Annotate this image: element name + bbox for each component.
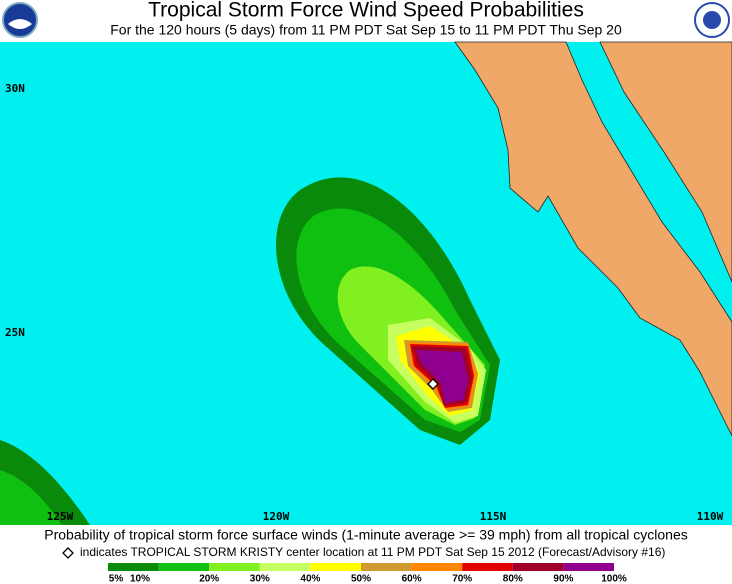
contour-90: [416, 350, 468, 403]
header: Tropical Storm Force Wind Speed Probabil…: [2, 0, 730, 38]
lat-label: 25N: [5, 326, 25, 339]
legend-label: 20%: [199, 574, 219, 584]
title: Tropical Storm Force Wind Speed Probabil…: [148, 0, 584, 22]
lon-label: 120W: [263, 510, 290, 523]
baja-california: [454, 41, 732, 437]
legend-swatch: [462, 563, 513, 571]
mainland-mexico: [599, 41, 732, 283]
footer: Probability of tropical storm force surf…: [44, 527, 688, 559]
legend-label: 70%: [452, 574, 472, 584]
legend-swatch: [209, 563, 260, 571]
lon-label: 125W: [47, 510, 74, 523]
nws-logo-center: [703, 11, 721, 29]
legend-label: 10%: [130, 574, 150, 584]
lon-label: 115N: [480, 510, 507, 523]
subtitle: For the 120 hours (5 days) from 11 PM PD…: [110, 22, 622, 38]
lat-label: 30N: [5, 82, 25, 95]
legend-label: 80%: [503, 574, 523, 584]
legend-swatch: [563, 563, 614, 571]
storm-center-marker: [427, 378, 439, 390]
legend-label: 90%: [553, 574, 573, 584]
legend-swatch: [411, 563, 463, 571]
legend-label: 40%: [300, 574, 320, 584]
legend-label: 60%: [402, 574, 422, 584]
lon-label: 110W: [697, 510, 724, 523]
marker-note: indicates TROPICAL STORM KRISTY center l…: [80, 545, 665, 559]
legend-swatch: [361, 563, 412, 571]
legend-label: 50%: [351, 574, 371, 584]
contour-10: [0, 470, 62, 525]
legend-label: 5%: [109, 574, 124, 584]
noaa-logo-wave: [8, 19, 32, 29]
legend-label: 100%: [601, 574, 627, 584]
legend-swatch: [158, 563, 210, 571]
legend-marker: [62, 547, 74, 559]
map: 30N 25N 125W 120W 115N 110W: [0, 41, 732, 525]
legend-swatch: [108, 563, 159, 571]
legend-label: 30%: [250, 574, 270, 584]
legend-swatch: [512, 563, 564, 571]
legend-swatch: [310, 563, 361, 571]
legend-swatch: [259, 563, 311, 571]
caption: Probability of tropical storm force surf…: [44, 527, 688, 543]
